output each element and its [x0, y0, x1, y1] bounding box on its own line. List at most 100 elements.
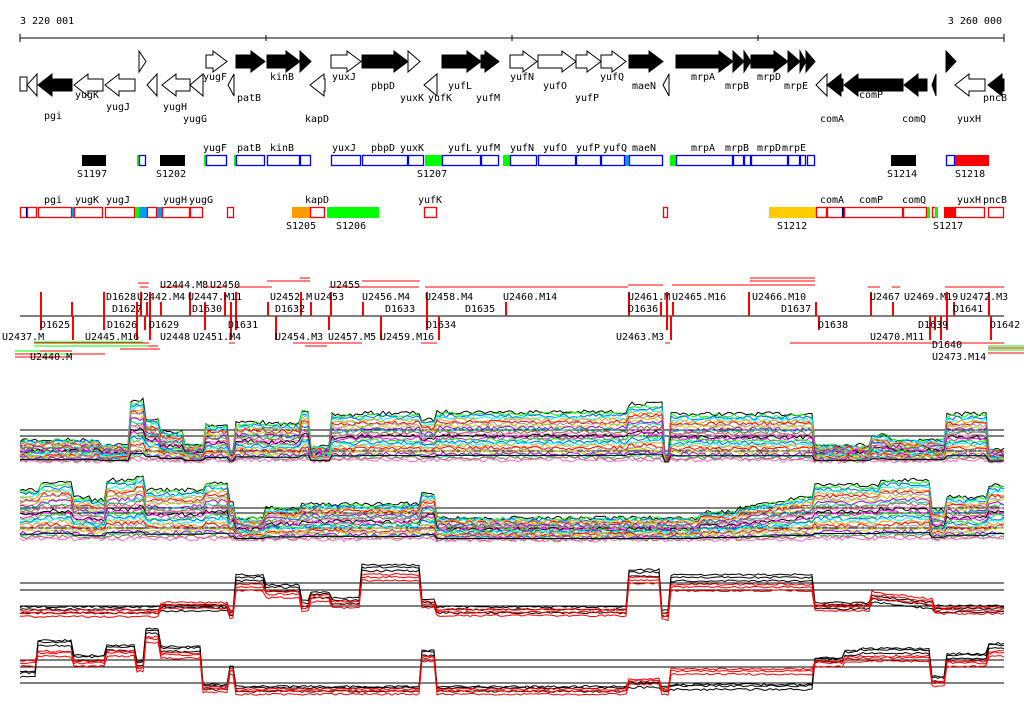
feature-marker[interactable]: [71, 302, 73, 316]
gene-arrow-forward[interactable]: [945, 49, 957, 74]
gene-arrow-forward[interactable]: [743, 49, 752, 74]
gene-arrow-reverse[interactable]: [662, 73, 670, 97]
feature-marker[interactable]: [818, 316, 820, 330]
gene-box[interactable]: [575, 154, 602, 167]
gene-box[interactable]: [732, 154, 745, 167]
gene-box[interactable]: [787, 154, 801, 167]
feature-marker[interactable]: [267, 302, 269, 316]
gene-box[interactable]: [826, 206, 844, 219]
feature-marker[interactable]: [328, 316, 330, 330]
feature-marker[interactable]: [670, 316, 672, 340]
segment-block[interactable]: [72, 207, 74, 218]
feature-marker[interactable]: [628, 292, 630, 316]
gene-box[interactable]: [843, 206, 904, 219]
segment-block[interactable]: [157, 207, 162, 218]
feature-marker[interactable]: [300, 292, 302, 316]
feature-marker[interactable]: [40, 292, 42, 316]
gene-arrow-reverse[interactable]: [189, 72, 204, 98]
gene-box[interactable]: [815, 206, 828, 219]
segment-block[interactable]: [503, 155, 510, 166]
segment-block[interactable]: [891, 155, 916, 166]
segment-block[interactable]: [425, 155, 442, 166]
segment-block[interactable]: [160, 155, 185, 166]
feature-marker[interactable]: [946, 316, 948, 330]
gene-arrow-forward[interactable]: [732, 49, 745, 74]
gene-arrow-reverse[interactable]: [815, 72, 828, 98]
gene-box[interactable]: [628, 154, 664, 167]
gene-arrow-reverse[interactable]: [73, 72, 104, 98]
gene-arrow-forward[interactable]: [266, 50, 301, 73]
gene-arrow-forward[interactable]: [600, 50, 627, 73]
gene-arrow-forward[interactable]: [361, 50, 409, 73]
gene-arrow-forward[interactable]: [480, 50, 500, 73]
segment-block[interactable]: [234, 155, 236, 166]
feature-marker[interactable]: [230, 302, 232, 316]
gene-arrow-reverse[interactable]: [37, 72, 73, 98]
gene-arrow-reverse[interactable]: [161, 72, 191, 98]
feature-marker[interactable]: [136, 316, 138, 340]
segment-block[interactable]: [670, 155, 676, 166]
feature-marker[interactable]: [666, 292, 668, 316]
feature-marker[interactable]: [426, 316, 428, 330]
feature-marker[interactable]: [505, 302, 507, 316]
feature-marker[interactable]: [870, 292, 872, 316]
gene-arrow-reverse[interactable]: [423, 72, 438, 98]
gene-box[interactable]: [600, 154, 626, 167]
feature-marker[interactable]: [149, 316, 151, 340]
feature-marker[interactable]: [235, 292, 237, 316]
gene-arrow-reverse[interactable]: [146, 72, 158, 98]
feature-marker[interactable]: [438, 316, 440, 340]
feature-marker[interactable]: [310, 302, 312, 316]
segment-block[interactable]: [327, 207, 379, 218]
feature-marker[interactable]: [380, 316, 382, 340]
feature-marker[interactable]: [224, 292, 226, 316]
feature-marker[interactable]: [988, 292, 990, 316]
gene-arrow-forward[interactable]: [750, 50, 789, 73]
gene-arrow-reverse[interactable]: [903, 72, 928, 98]
segment-block[interactable]: [137, 155, 139, 166]
gene-box[interactable]: [902, 206, 928, 219]
gene-box[interactable]: [19, 206, 28, 219]
gene-arrow-reverse[interactable]: [104, 72, 136, 98]
segment-block[interactable]: [292, 207, 310, 218]
gene-arrow-forward[interactable]: [787, 49, 801, 74]
feature-marker[interactable]: [230, 316, 232, 340]
gene-box[interactable]: [205, 154, 228, 167]
feature-marker[interactable]: [204, 302, 206, 316]
gene-box[interactable]: [361, 154, 409, 167]
segment-block[interactable]: [625, 155, 629, 166]
gene-arrow-forward[interactable]: [407, 49, 421, 74]
gene-arrow-forward[interactable]: [330, 50, 362, 73]
segment-block[interactable]: [935, 207, 938, 218]
gene-arrow-reverse[interactable]: [954, 72, 986, 98]
gene-box[interactable]: [750, 154, 789, 167]
feature-marker[interactable]: [672, 302, 674, 316]
feature-marker[interactable]: [72, 316, 74, 340]
segment-block[interactable]: [82, 155, 106, 166]
feature-marker[interactable]: [934, 316, 936, 330]
gene-box[interactable]: [423, 206, 438, 219]
feature-marker[interactable]: [275, 316, 277, 340]
feature-marker[interactable]: [136, 302, 138, 316]
feature-marker[interactable]: [235, 316, 237, 330]
feature-marker[interactable]: [144, 316, 146, 330]
feature-marker[interactable]: [946, 292, 948, 316]
gene-box[interactable]: [945, 154, 956, 167]
feature-marker[interactable]: [146, 302, 148, 316]
gene-box[interactable]: [987, 206, 1005, 219]
gene-box[interactable]: [161, 206, 191, 219]
feature-marker[interactable]: [990, 316, 992, 340]
segment-block[interactable]: [135, 207, 139, 218]
feature-marker[interactable]: [204, 316, 206, 330]
gene-arrow-reverse[interactable]: [309, 72, 326, 98]
gene-box[interactable]: [104, 206, 136, 219]
feature-marker[interactable]: [940, 316, 942, 340]
gene-box[interactable]: [806, 154, 816, 167]
gene-box[interactable]: [407, 154, 425, 167]
gene-arrow-reverse[interactable]: [931, 73, 937, 97]
gene-box[interactable]: [19, 76, 28, 92]
segment-block[interactable]: [842, 207, 844, 218]
feature-marker[interactable]: [160, 302, 162, 316]
gene-box[interactable]: [37, 206, 73, 219]
feature-marker[interactable]: [815, 302, 817, 316]
